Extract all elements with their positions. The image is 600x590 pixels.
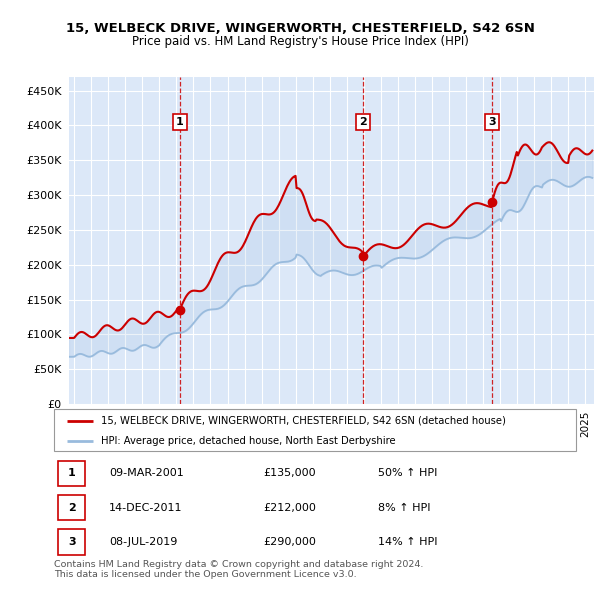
Text: 8% ↑ HPI: 8% ↑ HPI — [377, 503, 430, 513]
Text: 2: 2 — [359, 117, 367, 127]
Text: Price paid vs. HM Land Registry's House Price Index (HPI): Price paid vs. HM Land Registry's House … — [131, 35, 469, 48]
Text: 15, WELBECK DRIVE, WINGERWORTH, CHESTERFIELD, S42 6SN (detached house): 15, WELBECK DRIVE, WINGERWORTH, CHESTERF… — [101, 416, 506, 426]
Text: 08-JUL-2019: 08-JUL-2019 — [109, 537, 177, 547]
Text: £212,000: £212,000 — [263, 503, 316, 513]
Text: 3: 3 — [488, 117, 496, 127]
Text: 50% ↑ HPI: 50% ↑ HPI — [377, 468, 437, 478]
FancyBboxPatch shape — [58, 495, 85, 520]
Text: 14% ↑ HPI: 14% ↑ HPI — [377, 537, 437, 547]
Text: 1: 1 — [176, 117, 184, 127]
Text: 2: 2 — [68, 503, 76, 513]
Text: 09-MAR-2001: 09-MAR-2001 — [109, 468, 184, 478]
Text: Contains HM Land Registry data © Crown copyright and database right 2024.
This d: Contains HM Land Registry data © Crown c… — [54, 560, 424, 579]
Text: 1: 1 — [68, 468, 76, 478]
Text: £290,000: £290,000 — [263, 537, 316, 547]
FancyBboxPatch shape — [54, 409, 576, 451]
Text: 15, WELBECK DRIVE, WINGERWORTH, CHESTERFIELD, S42 6SN: 15, WELBECK DRIVE, WINGERWORTH, CHESTERF… — [65, 22, 535, 35]
Text: 14-DEC-2011: 14-DEC-2011 — [109, 503, 182, 513]
Text: 3: 3 — [68, 537, 76, 547]
FancyBboxPatch shape — [58, 461, 85, 486]
FancyBboxPatch shape — [58, 529, 85, 555]
Text: £135,000: £135,000 — [263, 468, 316, 478]
Text: HPI: Average price, detached house, North East Derbyshire: HPI: Average price, detached house, Nort… — [101, 436, 395, 445]
